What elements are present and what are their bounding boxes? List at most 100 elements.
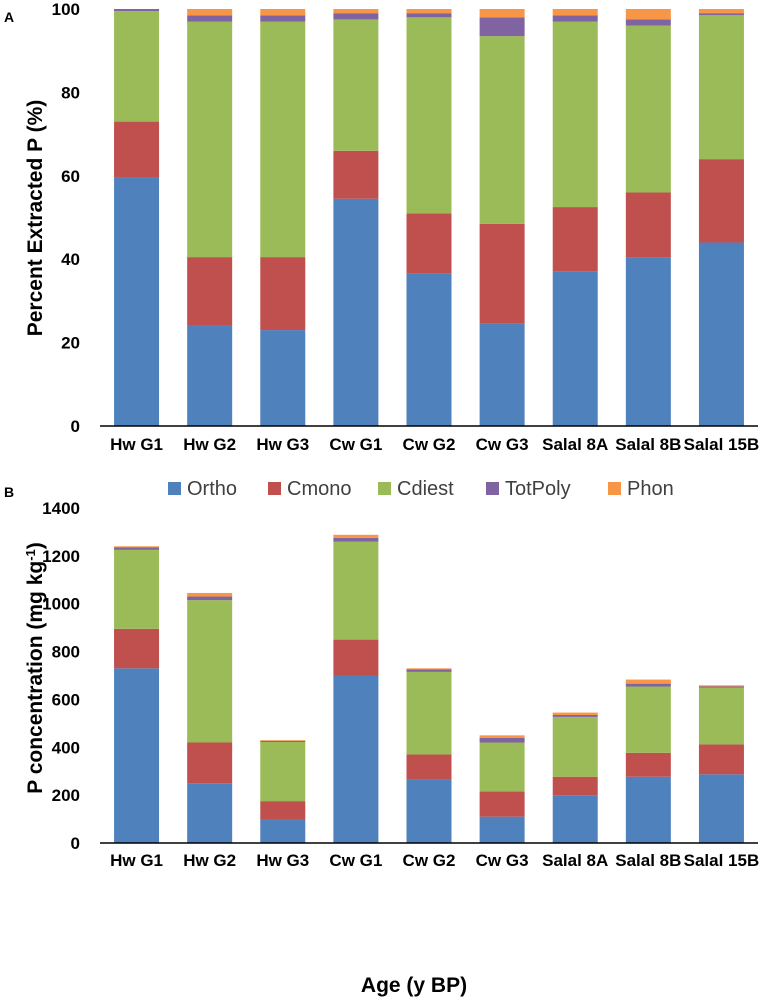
panel-a-bar-salal-8a-ortho: [552, 271, 598, 426]
legend-label-cdiest: Cdiest: [397, 478, 454, 500]
panel-b-x-tick-label: Cw G1: [329, 851, 382, 870]
panel-a-x-tick-label: Hw G3: [256, 435, 309, 454]
legend-swatch-cmono: [268, 482, 281, 495]
panel-a-label: A: [4, 9, 14, 25]
panel-b-bar-salal-8a-cmono: [552, 776, 598, 796]
panel-a-bar-hw-g1-totpoly: [114, 9, 160, 12]
panel-b-bar-hw-g3-cdiest: [260, 742, 306, 802]
panel-a-bar-salal-8a-totpoly: [552, 15, 598, 22]
panel-b-bar-cw-g3-cdiest: [479, 742, 525, 792]
panel-b-bar-salal-8a-cdiest: [552, 716, 598, 777]
panel-a-bar-cw-g1-phon: [333, 9, 379, 14]
panel-b-x-tick-label: Salal 8A: [542, 851, 608, 870]
panel-a-bar-cw-g2-cmono: [406, 213, 452, 274]
panel-b-bar-hw-g1-phon: [114, 546, 160, 548]
panel-b-y-tick-label: 600: [52, 690, 80, 709]
panel-b-bar-cw-g2-cmono: [406, 754, 452, 780]
panel-b-bar-salal-15b-cmono: [698, 744, 744, 775]
panel-a-bar-hw-g3-ortho: [260, 330, 306, 426]
panel-b-y-tick-label: 0: [71, 834, 80, 853]
panel-b-bar-salal-8a-phon: [552, 712, 598, 715]
panel-a-bar-salal-8b-ortho: [625, 257, 671, 426]
panel-b-bar-cw-g1-cmono: [333, 639, 379, 676]
panel-a-x-tick-label: Salal 8B: [615, 435, 681, 454]
panel-a-x-tick-label: Hw G2: [183, 435, 236, 454]
panel-b-x-tick-label: Salal 8B: [615, 851, 681, 870]
panel-b-label: B: [4, 484, 14, 500]
panel-b-y-ticks: 0 200 400 600 800 1000 1200 1400: [42, 499, 80, 853]
panel-b-bar-hw-g1-ortho: [114, 668, 160, 843]
legend: Ortho Cmono Cdiest TotPoly Phon: [168, 478, 674, 500]
panel-a-bar-hw-g2-cdiest: [187, 21, 233, 258]
panel-a-bar-cw-g2-phon: [406, 9, 452, 14]
legend-swatch-totpoly: [486, 482, 499, 495]
panel-b-bar-cw-g3-totpoly: [479, 737, 525, 743]
panel-a-bar-salal-8b-totpoly: [625, 19, 671, 26]
panel-a-bar-cw-g1-ortho: [333, 198, 379, 426]
panel-b-bar-cw-g2-ortho: [406, 779, 452, 843]
panel-a-y-ticks: 0 20 40 60 80 100: [52, 0, 80, 436]
panel-b-y-tick-label: 200: [52, 786, 80, 805]
panel-a-bar-cw-g1-totpoly: [333, 13, 379, 20]
panel-a-y-tick-label: 20: [61, 334, 80, 353]
panel-b-bar-salal-8a-totpoly: [552, 714, 598, 717]
legend-label-totpoly: TotPoly: [505, 478, 571, 500]
panel-b-bar-salal-15b-cdiest: [698, 687, 744, 745]
panel-a-bar-salal-15b-phon: [698, 9, 744, 14]
panel-b-x-tick-label: Hw G3: [256, 851, 309, 870]
panel-a-x-tick-label: Cw G2: [403, 435, 456, 454]
panel-b-y-tick-label: 800: [52, 643, 80, 662]
panel-a-bar-hw-g2-totpoly: [187, 15, 233, 22]
panel-a-bar-salal-8a-cdiest: [552, 21, 598, 208]
panel-a-bar-hw-g3-phon: [260, 9, 306, 16]
panel-a-bar-cw-g3-totpoly: [479, 17, 525, 37]
panel-b-bar-cw-g1-totpoly: [333, 537, 379, 542]
panel-a-bar-hw-g1-cmono: [114, 121, 160, 178]
panel-b-bar-cw-g1-phon: [333, 534, 379, 538]
panel-b-bar-hw-g3-ortho: [260, 819, 306, 843]
panel-a-bar-cw-g3-cmono: [479, 223, 525, 324]
panel-a-bar-salal-8a-phon: [552, 9, 598, 16]
panel-b-y-axis-title: P concentration (mg kg-1): [23, 542, 48, 794]
panel-a-bar-hw-g3-cdiest: [260, 21, 306, 258]
panel-b-bar-hw-g2-totpoly: [187, 596, 233, 601]
panel-b-y-tick-label: 1000: [42, 595, 80, 614]
panel-b-bar-hw-g1-cdiest: [114, 549, 160, 629]
panel-b-bar-cw-g2-cdiest: [406, 671, 452, 755]
panel-a-bar-hw-g3-cmono: [260, 257, 306, 331]
panel-a-bar-salal-15b-cdiest: [698, 15, 744, 160]
panel-b-bar-salal-8b-cdiest: [625, 686, 671, 753]
panel-a-bar-salal-8a-cmono: [552, 207, 598, 272]
panel-a-bar-hw-g3-totpoly: [260, 15, 306, 22]
panel-a-bar-salal-15b-cmono: [698, 159, 744, 243]
panel-b-bar-cw-g1-cdiest: [333, 541, 379, 640]
panel-b-bar-salal-8b-cmono: [625, 752, 671, 777]
panel-a-x-tick-label: Cw G1: [329, 435, 382, 454]
panel-b-bars: [114, 534, 744, 843]
panel-b-x-tick-label: Salal 15B: [684, 851, 760, 870]
panel-a-bar-salal-8b-cmono: [625, 192, 671, 258]
panel-a-bar-salal-15b-totpoly: [698, 13, 744, 16]
panel-a-bar-cw-g3-ortho: [479, 323, 525, 426]
panel-a-bar-hw-g2-cmono: [187, 257, 233, 326]
legend-label-phon: Phon: [627, 478, 674, 500]
panel-b-bar-hw-g1-cmono: [114, 628, 160, 669]
panel-a-bar-hw-g1-cdiest: [114, 11, 160, 122]
panel-a-bars: [114, 9, 744, 426]
panel-b-x-tick-label: Hw G2: [183, 851, 236, 870]
panel-a-bar-cw-g2-totpoly: [406, 13, 452, 18]
panel-a-bar-hw-g1-ortho: [114, 177, 160, 426]
legend-swatch-ortho: [168, 482, 181, 495]
panel-b-bar-hw-g2-ortho: [187, 783, 233, 843]
panel-a-y-axis-title: Percent Extracted P (%): [24, 100, 47, 337]
panel-b-y-tick-label: 1400: [42, 499, 80, 518]
panel-b-bar-cw-g2-phon: [406, 668, 452, 670]
panel-b-x-tick-label: Cw G2: [403, 851, 456, 870]
panel-b-y-axis-title-end: ): [24, 542, 47, 549]
panel-a-y-tick-label: 60: [61, 167, 80, 186]
panel-b-bar-hw-g1-totpoly: [114, 547, 160, 550]
panel-b-bar-hw-g2-cdiest: [187, 600, 233, 743]
panel-a-chart: A 0 20 40 60 80 100 Hw G1 Hw G2 Hw G3 Cw G1 Cw G2…: [4, 0, 759, 454]
panel-a-bar-cw-g2-cdiest: [406, 17, 452, 214]
